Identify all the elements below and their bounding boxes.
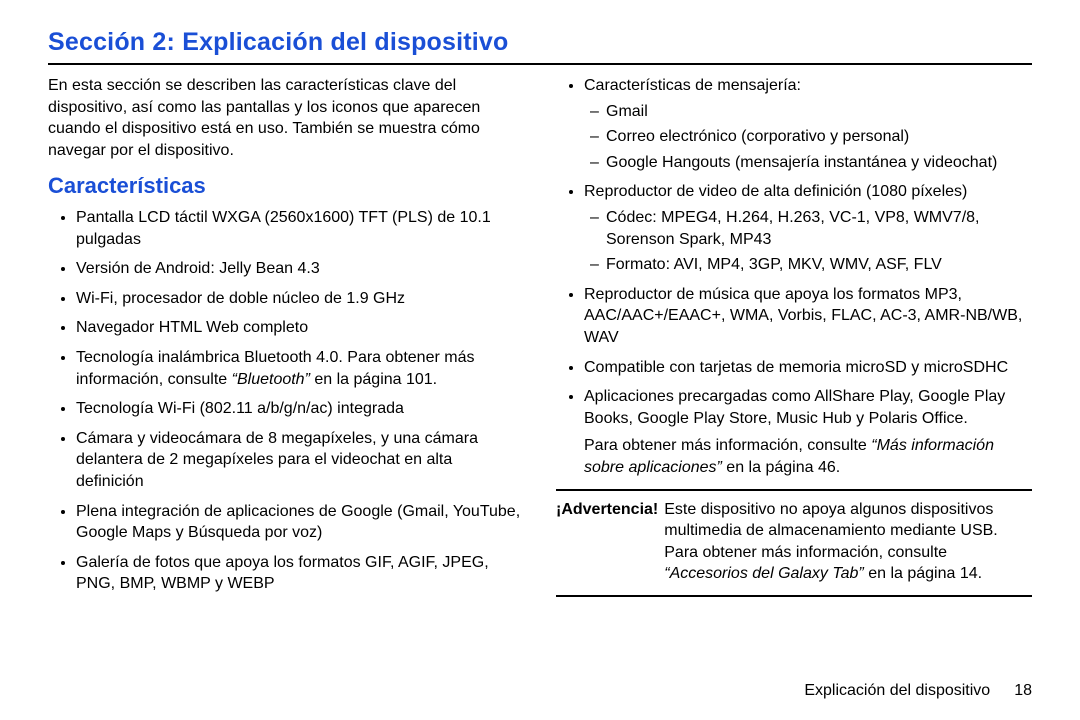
list-item-text: Aplicaciones precargadas como AllShare P… (584, 388, 1005, 427)
trailer-text: en la página 46. (722, 459, 840, 476)
two-column-layout: En esta sección se describen las caracte… (48, 75, 1032, 605)
cross-reference: “Accesorios del Galaxy Tab” (664, 565, 864, 582)
list-item: Reproductor de música que apoya los form… (584, 284, 1032, 349)
list-item: Reproductor de video de alta definición … (584, 181, 1032, 275)
list-item: Wi-Fi, procesador de doble núcleo de 1.9… (76, 288, 524, 310)
footer-page-number: 18 (1014, 682, 1032, 699)
cross-reference: “Bluetooth” (232, 371, 310, 388)
sub-list-item: Correo electrónico (corporativo y person… (606, 126, 1032, 148)
features-list-left: Pantalla LCD táctil WXGA (2560x1600) TFT… (48, 207, 524, 595)
list-item-text: Reproductor de video de alta definición … (584, 183, 967, 200)
list-item: Versión de Android: Jelly Bean 4.3 (76, 258, 524, 280)
features-list-right: Características de mensajería: Gmail Cor… (556, 75, 1032, 479)
page-footer: Explicación del dispositivo 18 (804, 682, 1032, 700)
list-item: Navegador HTML Web completo (76, 317, 524, 339)
section-title: Sección 2: Explicación del dispositivo (48, 28, 1032, 57)
page: Sección 2: Explicación del dispositivo E… (0, 0, 1080, 720)
warning-label: ¡Advertencia! (556, 499, 658, 585)
warning-block: ¡Advertencia! Este dispositivo no apoya … (556, 499, 1032, 585)
sub-list-item: Formato: AVI, MP4, 3GP, MKV, WMV, ASF, F… (606, 254, 1032, 276)
title-rule (48, 63, 1032, 65)
trailer-text: Para obtener más información, consulte (584, 437, 871, 454)
sub-list-item: Códec: MPEG4, H.264, H.263, VC-1, VP8, W… (606, 207, 1032, 250)
warning-text: Este dispositivo no apoya algunos dispos… (664, 501, 998, 561)
sub-list: Gmail Correo electrónico (corporativo y … (584, 101, 1032, 174)
list-item: Características de mensajería: Gmail Cor… (584, 75, 1032, 173)
right-column: Características de mensajería: Gmail Cor… (556, 75, 1032, 605)
list-item-text: en la página 101. (310, 371, 437, 388)
list-item: Aplicaciones precargadas como AllShare P… (584, 386, 1032, 478)
list-item: Tecnología Wi-Fi (802.11 a/b/g/n/ac) int… (76, 398, 524, 420)
sub-list-item: Gmail (606, 101, 1032, 123)
sub-list-item: Google Hangouts (mensajería instantánea … (606, 152, 1032, 174)
warning-rule-top (556, 489, 1032, 491)
warning-body: Este dispositivo no apoya algunos dispos… (664, 499, 1032, 585)
list-item: Cámara y videocámara de 8 megapíxeles, y… (76, 428, 524, 493)
features-subhead: Características (48, 171, 524, 201)
list-item: Pantalla LCD táctil WXGA (2560x1600) TFT… (76, 207, 524, 250)
sub-list: Códec: MPEG4, H.264, H.263, VC-1, VP8, W… (584, 207, 1032, 276)
list-item-text: Características de mensajería: (584, 77, 801, 94)
list-item: Plena integración de aplicaciones de Goo… (76, 501, 524, 544)
list-item-trailer: Para obtener más información, consulte “… (584, 435, 1032, 478)
list-item: Galería de fotos que apoya los formatos … (76, 552, 524, 595)
footer-title: Explicación del dispositivo (804, 682, 990, 699)
warning-rule-bottom (556, 595, 1032, 597)
left-column: En esta sección se describen las caracte… (48, 75, 524, 605)
warning-text: en la página 14. (864, 565, 982, 582)
list-item: Compatible con tarjetas de memoria micro… (584, 357, 1032, 379)
list-item: Tecnología inalámbrica Bluetooth 4.0. Pa… (76, 347, 524, 390)
intro-paragraph: En esta sección se describen las caracte… (48, 75, 524, 161)
